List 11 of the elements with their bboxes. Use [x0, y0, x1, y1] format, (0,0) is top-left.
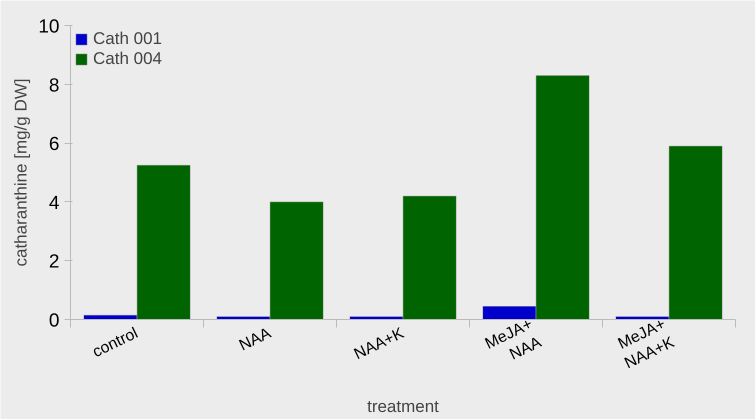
y-tick-label: 4: [48, 192, 60, 214]
y-tick-label: 10: [38, 16, 60, 38]
x-tick-label: NAA: [236, 324, 274, 354]
y-tick-label: 2: [48, 252, 60, 273]
y-tick-label: 8: [48, 75, 60, 96]
y-axis-title: catharanthine [mg/g DW]: [11, 78, 30, 267]
y-tick-label: 6: [48, 134, 60, 156]
legend-label: Cath 001: [93, 29, 162, 49]
y-tick-label: 0: [48, 310, 60, 332]
legend-label: Cath 004: [93, 49, 162, 69]
x-axis-title: treatment: [367, 397, 440, 416]
